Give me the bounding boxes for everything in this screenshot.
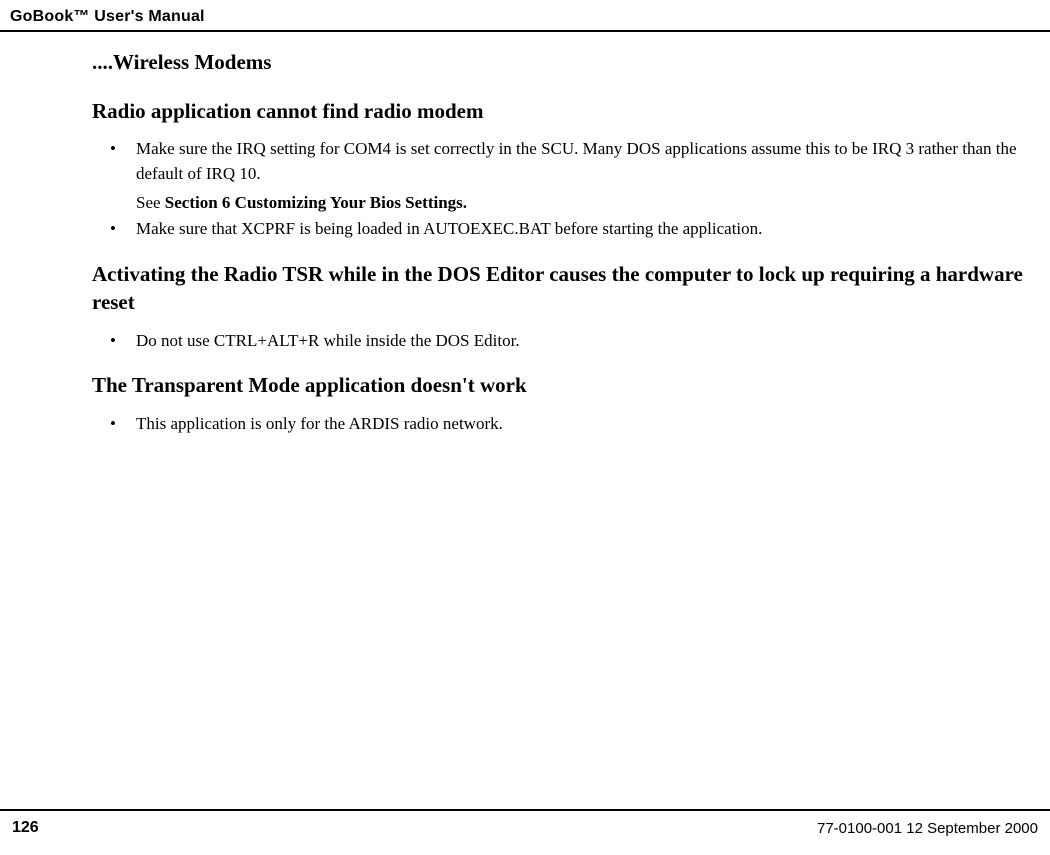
bullet-list-3: This application is only for the ARDIS r…: [92, 412, 1032, 437]
document-content: ....Wireless Modems Radio application ca…: [0, 32, 1050, 436]
page-number: 126: [12, 819, 39, 837]
subsection-title-1: Radio application cannot find radio mode…: [92, 97, 1032, 125]
list-item: Do not use CTRL+ALT+R while inside the D…: [120, 329, 1032, 354]
section-title: ....Wireless Modems: [92, 50, 1032, 75]
document-info: 77-0100-001 12 September 2000: [817, 820, 1038, 837]
document-header: GoBook™ User's Manual: [0, 0, 1050, 32]
subline-bold: Section 6 Customizing Your Bios Settings…: [165, 193, 467, 212]
sub-line: See Section 6 Customizing Your Bios Sett…: [136, 191, 1032, 216]
subline-prefix: See: [136, 193, 165, 212]
manual-title: GoBook™ User's Manual: [10, 8, 1040, 26]
list-item: Make sure that XCPRF is being loaded in …: [120, 217, 1032, 242]
list-item: Make sure the IRQ setting for COM4 is se…: [120, 137, 1032, 215]
list-item: This application is only for the ARDIS r…: [120, 412, 1032, 437]
bullet-text: Make sure the IRQ setting for COM4 is se…: [136, 139, 1017, 183]
subsection-title-3: The Transparent Mode application doesn't…: [92, 371, 1032, 399]
bullet-list-2: Do not use CTRL+ALT+R while inside the D…: [92, 329, 1032, 354]
bullet-list-1: Make sure the IRQ setting for COM4 is se…: [92, 137, 1032, 242]
bullet-text: Do not use CTRL+ALT+R while inside the D…: [136, 331, 520, 350]
document-footer: 126 77-0100-001 12 September 2000: [0, 809, 1050, 855]
bullet-text: Make sure that XCPRF is being loaded in …: [136, 219, 762, 238]
subsection-title-2: Activating the Radio TSR while in the DO…: [92, 260, 1032, 317]
bullet-text: This application is only for the ARDIS r…: [136, 414, 503, 433]
